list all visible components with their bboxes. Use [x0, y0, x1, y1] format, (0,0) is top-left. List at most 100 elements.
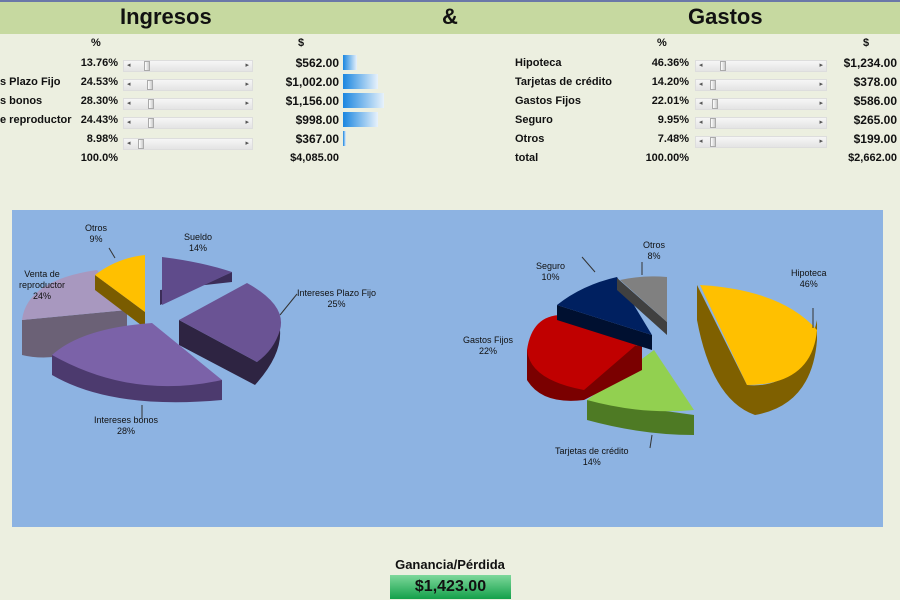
ingresos-row-pct: 28.30% — [80, 95, 118, 107]
ingresos-row-label: s bonos — [0, 95, 43, 107]
chart-label-ing-venta: Venta de reproductor 24% — [19, 269, 66, 301]
gastos-total-pct: 100.00% — [645, 152, 689, 164]
slider-thumb[interactable] — [138, 139, 144, 149]
ingresos-pct-header: % — [91, 37, 101, 49]
scroll-right-arrow-icon[interactable]: ▸ — [819, 138, 823, 145]
ingresos-slider[interactable]: ◂ ▸ — [123, 60, 253, 72]
gastos-slider[interactable]: ◂ ▸ — [695, 79, 827, 91]
gastos-row-pct: 14.20% — [651, 76, 689, 88]
data-bar — [343, 74, 378, 89]
ingresos-total-pct: 100.0% — [80, 152, 118, 164]
gastos-row-amount: $586.00 — [853, 94, 897, 108]
gastos-row-amount: $1,234.00 — [843, 56, 897, 70]
ampersand: & — [442, 4, 458, 29]
slider-thumb[interactable] — [710, 80, 716, 90]
gastos-total-label: total — [515, 152, 539, 164]
slider-thumb[interactable] — [710, 118, 716, 128]
gastos-slider[interactable]: ◂ ▸ — [695, 60, 827, 72]
slider-thumb[interactable] — [720, 61, 726, 71]
gastos-row-amount: $378.00 — [853, 75, 897, 89]
ingresos-row-pct: 24.43% — [80, 114, 118, 126]
scroll-right-arrow-icon[interactable]: ▸ — [245, 119, 249, 126]
chart-label-ing-plazo: Intereses Plazo Fijo 25% — [297, 288, 377, 309]
scroll-right-arrow-icon[interactable]: ▸ — [245, 100, 249, 107]
gastos-slider[interactable]: ◂ ▸ — [695, 117, 827, 129]
scroll-left-arrow-icon[interactable]: ◂ — [699, 81, 703, 88]
pie-charts-svg — [22, 247, 817, 449]
gastos-slider[interactable]: ◂ ▸ — [695, 136, 827, 148]
data-bar — [343, 55, 357, 70]
gastos-row-pct: 7.48% — [657, 133, 689, 145]
scroll-right-arrow-icon[interactable]: ▸ — [245, 81, 249, 88]
gastos-row-label: Tarjetas de crédito — [515, 76, 612, 88]
slider-thumb[interactable] — [148, 118, 154, 128]
gastos-row-label: Gastos Fijos — [515, 95, 582, 107]
ganancia-perdida-label: Ganancia/Pérdida — [395, 557, 505, 572]
ingresos-row-pct: 13.76% — [80, 57, 118, 69]
gastos-row-label: Otros — [515, 133, 545, 145]
slider-thumb[interactable] — [144, 61, 150, 71]
data-bar — [343, 131, 346, 146]
ingresos-pie — [22, 255, 282, 403]
chart-label-ing-sueldo: Sueldo 14% — [184, 232, 213, 253]
gastos-total-amount: $2,662.00 — [848, 152, 897, 164]
scroll-left-arrow-icon[interactable]: ◂ — [127, 81, 131, 88]
slider-thumb[interactable] — [148, 99, 154, 109]
gastos-row-pct: 22.01% — [651, 95, 689, 107]
ingresos-row-amount: $1,156.00 — [285, 94, 339, 108]
scroll-left-arrow-icon[interactable]: ◂ — [127, 140, 131, 147]
gastos-row-pct: 46.36% — [651, 57, 689, 69]
data-bar — [343, 93, 384, 108]
ingresos-amount-header: $ — [298, 37, 305, 49]
data-bar — [343, 112, 378, 127]
scroll-right-arrow-icon[interactable]: ▸ — [245, 140, 249, 147]
ingresos-row-amount: $562.00 — [295, 56, 339, 70]
ingresos-slider[interactable]: ◂ ▸ — [123, 117, 253, 129]
chart-label-gas-hipoteca: Hipoteca 46% — [791, 268, 827, 289]
ingresos-row-pct: 8.98% — [86, 133, 118, 145]
scroll-left-arrow-icon[interactable]: ◂ — [699, 119, 703, 126]
slider-thumb[interactable] — [147, 80, 153, 90]
chart-label-ing-otros: Otros 9% — [85, 223, 108, 244]
scroll-right-arrow-icon[interactable]: ▸ — [819, 62, 823, 69]
ingresos-row-label: e reproductor — [0, 114, 72, 126]
scroll-left-arrow-icon[interactable]: ◂ — [127, 119, 131, 126]
scroll-left-arrow-icon[interactable]: ◂ — [127, 62, 131, 69]
ingresos-row-amount: $1,002.00 — [285, 75, 339, 89]
charts-area: Otros 9% Sueldo 14% Venta de reproductor 24%… — [12, 210, 883, 527]
chart-label-gas-seguro: Seguro 10% — [536, 261, 566, 282]
ingresos-row-label: s Plazo Fijo — [0, 76, 61, 88]
ingresos-slider[interactable]: ◂ ▸ — [123, 98, 253, 110]
gastos-row-label: Seguro — [515, 114, 553, 126]
gastos-pie — [527, 276, 817, 435]
scroll-right-arrow-icon[interactable]: ▸ — [245, 62, 249, 69]
ingresos-title: Ingresos — [120, 4, 212, 29]
gastos-row-label: Hipoteca — [515, 57, 562, 69]
ingresos-slider[interactable]: ◂ ▸ — [123, 79, 253, 91]
chart-label-gas-tarjetas: Tarjetas de crédito 14% — [555, 446, 629, 467]
ganancia-perdida-value: $1,423.00 — [390, 575, 511, 599]
gastos-row-pct: 9.95% — [657, 114, 689, 126]
scroll-left-arrow-icon[interactable]: ◂ — [699, 138, 703, 145]
ingresos-slider[interactable]: ◂ ▸ — [123, 138, 253, 150]
ingresos-row-amount: $367.00 — [295, 132, 339, 146]
top-border — [0, 0, 900, 2]
gastos-slider[interactable]: ◂ ▸ — [695, 98, 827, 110]
gastos-row-amount: $265.00 — [853, 113, 897, 127]
ingresos-total-amount: $4,085.00 — [290, 152, 339, 164]
chart-label-ing-bonos: Intereses bonos 28% — [94, 415, 159, 436]
scroll-right-arrow-icon[interactable]: ▸ — [819, 119, 823, 126]
scroll-left-arrow-icon[interactable]: ◂ — [699, 100, 703, 107]
chart-label-gas-otros: Otros 8% — [643, 240, 666, 261]
chart-label-gas-gastos-fijos: Gastos Fijos 22% — [463, 335, 514, 356]
ingresos-row-pct: 24.53% — [80, 76, 118, 88]
scroll-left-arrow-icon[interactable]: ◂ — [127, 100, 131, 107]
ingresos-row-amount: $998.00 — [295, 113, 339, 127]
scroll-right-arrow-icon[interactable]: ▸ — [819, 81, 823, 88]
scroll-left-arrow-icon[interactable]: ◂ — [699, 62, 703, 69]
gastos-pct-header: % — [657, 37, 667, 49]
scroll-right-arrow-icon[interactable]: ▸ — [819, 100, 823, 107]
slider-thumb[interactable] — [712, 99, 718, 109]
gastos-amount-header: $ — [863, 37, 870, 49]
slider-thumb[interactable] — [710, 137, 716, 147]
